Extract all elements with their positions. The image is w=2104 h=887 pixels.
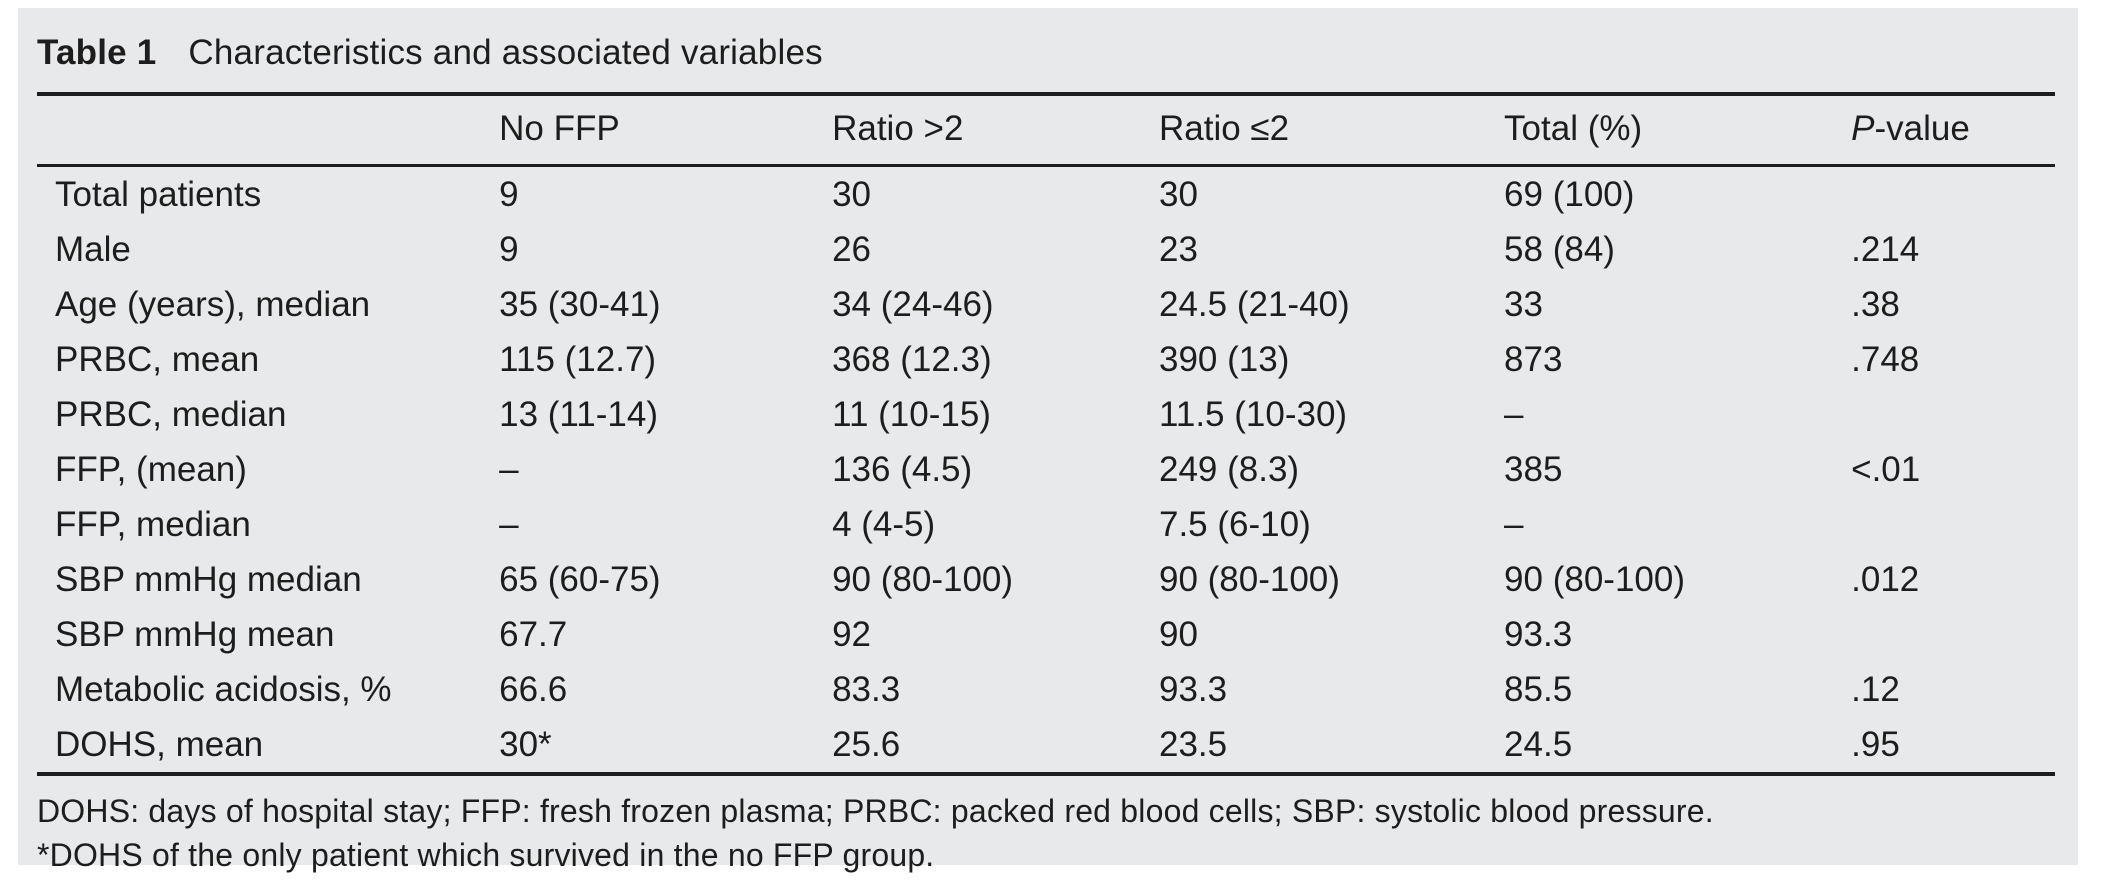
table-cell: 23.5 bbox=[1158, 724, 1228, 764]
table-row: Total patients 9 30 30 69 (100) bbox=[37, 166, 2055, 223]
table-cell: 58 (84) bbox=[1504, 229, 1615, 269]
table-cell: 11.5 (10-30) bbox=[1158, 394, 1348, 434]
table-cell bbox=[1851, 387, 2055, 442]
table-cell: 93.3 bbox=[1504, 614, 1573, 654]
footnote-abbreviations: DOHS: days of hospital stay; FFP: fresh … bbox=[37, 793, 1714, 829]
table-cell: .214 bbox=[1851, 229, 1920, 269]
table-cell: .38 bbox=[1851, 284, 1900, 324]
table-cell: 90 (80-100) bbox=[1504, 559, 1685, 599]
table-cell: 83.3 bbox=[832, 669, 901, 709]
table-body: Total patients 9 30 30 69 (100) Male 9 26 23 58 (… bbox=[37, 166, 2055, 775]
table-cell: 390 (13) bbox=[1158, 339, 1290, 379]
table-cell: 90 bbox=[1158, 614, 1198, 654]
table-cell: 30 bbox=[832, 174, 872, 214]
table-cell: 65 (60-75) bbox=[499, 559, 661, 599]
table-cell: .012 bbox=[1851, 559, 1920, 599]
table-row: PRBC, mean 115 (12.7) 368 (12.3) 390 (13) 87… bbox=[37, 332, 2055, 387]
table-cell: 115 (12.7) bbox=[499, 339, 657, 379]
table-cell: 13 (11-14) bbox=[499, 394, 658, 434]
table-cell: 9 bbox=[499, 229, 519, 269]
table-cell: 69 (100) bbox=[1504, 174, 1635, 214]
table-caption: Table 1 Characteristics and associated va… bbox=[37, 8, 2055, 92]
table-cell: 66.6 bbox=[499, 669, 568, 709]
footnote-asterisk: *DOHS of the only patient which survived… bbox=[37, 837, 935, 873]
row-label: SBP mmHg median bbox=[55, 559, 362, 599]
table-cell: 85.5 bbox=[1504, 669, 1573, 709]
p-value-header-italic-p: P bbox=[1851, 109, 1875, 148]
table-row: Male 9 26 23 58 (84) .214 bbox=[37, 222, 2055, 277]
table-cell: – bbox=[499, 504, 519, 544]
column-header-no-ffp: No FFP bbox=[499, 94, 833, 167]
table-cell: – bbox=[1504, 394, 1524, 434]
row-label: Male bbox=[55, 229, 131, 269]
table-row: SBP mmHg mean 67.7 92 90 93.3 bbox=[37, 607, 2055, 662]
column-header-empty bbox=[37, 94, 500, 167]
row-label: Metabolic acidosis, % bbox=[55, 669, 392, 709]
table-cell: 90 (80-100) bbox=[832, 559, 1014, 599]
table-cell: .12 bbox=[1851, 669, 1900, 709]
data-table: No FFP Ratio >2 Ratio ≤2 Total (%) P-val… bbox=[37, 92, 2055, 776]
table-cell: 24.5 bbox=[1504, 724, 1573, 764]
table-cell: 24.5 (21-40) bbox=[1158, 284, 1350, 324]
table-content: Table 1 Characteristics and associated va… bbox=[18, 8, 2078, 877]
table-cell: 249 (8.3) bbox=[1158, 449, 1300, 489]
table-cell: 7.5 (6-10) bbox=[1158, 504, 1311, 544]
column-header-ratio-le2: Ratio ≤2 bbox=[1158, 94, 1505, 167]
table-cell: 4 (4-5) bbox=[832, 504, 936, 544]
table-row: Age (years), median 35 (30-41) 34 (24-46) 2… bbox=[37, 277, 2055, 332]
table-cell: .95 bbox=[1851, 724, 1900, 764]
table-cell: 90 (80-100) bbox=[1158, 559, 1340, 599]
table-cell bbox=[1851, 497, 2055, 552]
table-cell: 368 (12.3) bbox=[832, 339, 992, 379]
table-cell: – bbox=[1504, 504, 1524, 544]
table-footnotes: DOHS: days of hospital stay; FFP: fresh … bbox=[37, 776, 2055, 877]
header-row: No FFP Ratio >2 Ratio ≤2 Total (%) P-val… bbox=[37, 94, 2055, 167]
table-title: Characteristics and associated variables bbox=[188, 33, 823, 72]
table-number: Table 1 bbox=[37, 33, 157, 72]
column-header-p-value: P-value bbox=[1851, 94, 2055, 167]
table-row: DOHS, mean 30* 25.6 23.5 24.5 .95 bbox=[37, 717, 2055, 774]
table-row: PRBC, median 13 (11-14) 11 (10-15) 11.5 (10… bbox=[37, 387, 2055, 442]
table-cell: <.01 bbox=[1851, 449, 1921, 489]
table-cell: 873 bbox=[1504, 339, 1563, 379]
table-cell: 34 (24-46) bbox=[832, 284, 994, 324]
table-row: Metabolic acidosis, % 66.6 83.3 93.3 85.5 .12 bbox=[37, 662, 2055, 717]
table-cell: 11 (10-15) bbox=[832, 394, 991, 434]
table-cell: 33 bbox=[1504, 284, 1543, 324]
table-cell: 26 bbox=[832, 229, 872, 269]
table-cell bbox=[1851, 607, 2055, 662]
table-cell: 30 bbox=[1158, 174, 1198, 214]
table-cell: 93.3 bbox=[1158, 669, 1228, 709]
table-panel: Table 1 Characteristics and associated va… bbox=[18, 8, 2078, 873]
row-label: PRBC, median bbox=[55, 394, 287, 434]
table-cell: 35 (30-41) bbox=[499, 284, 661, 324]
table-row: FFP, median – 4 (4-5) 7.5 (6-10) – bbox=[37, 497, 2055, 552]
column-header-total-percent: Total (%) bbox=[1504, 94, 1852, 167]
row-label: PRBC, mean bbox=[55, 339, 260, 379]
row-label: SBP mmHg mean bbox=[55, 614, 335, 654]
row-label: FFP, median bbox=[55, 504, 251, 544]
table-row: FFP, (mean) – 136 (4.5) 249 (8.3) 385 <.01 bbox=[37, 442, 2055, 497]
table-cell: 136 (4.5) bbox=[832, 449, 973, 489]
table-cell: .748 bbox=[1851, 339, 1920, 379]
table-cell: 25.6 bbox=[832, 724, 901, 764]
table-cell bbox=[1851, 166, 2055, 223]
table-cell: 9 bbox=[499, 174, 519, 214]
column-header-ratio-gt2: Ratio >2 bbox=[832, 94, 1159, 167]
table-cell: 23 bbox=[1158, 229, 1198, 269]
row-label: DOHS, mean bbox=[55, 724, 264, 764]
table-cell: – bbox=[499, 449, 519, 489]
row-label: FFP, (mean) bbox=[55, 449, 247, 489]
table-cell: 92 bbox=[832, 614, 872, 654]
row-label: Age (years), median bbox=[55, 284, 371, 324]
table-cell: 67.7 bbox=[499, 614, 568, 654]
p-value-header-rest: -value bbox=[1874, 109, 1970, 148]
table-cell: 30* bbox=[499, 724, 552, 764]
table-row: SBP mmHg median 65 (60-75) 90 (80-100) 90 (… bbox=[37, 552, 2055, 607]
row-label: Total patients bbox=[55, 174, 262, 214]
table-cell: 385 bbox=[1504, 449, 1563, 489]
